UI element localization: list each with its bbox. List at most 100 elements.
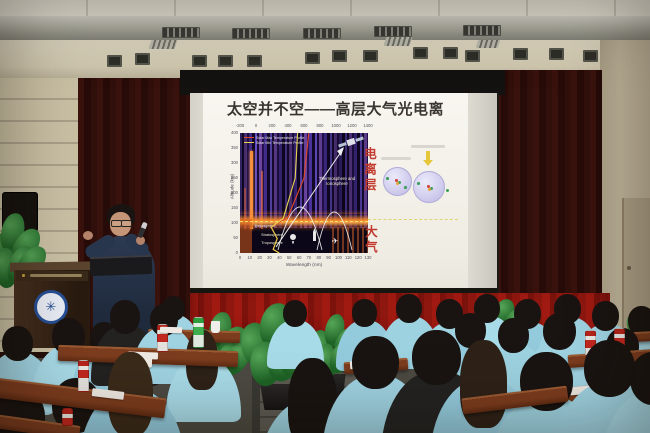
y-axis-tick: 400 (231, 130, 238, 135)
x-axis-tick: 90 (326, 255, 331, 260)
audience-head (110, 300, 140, 334)
papers (159, 326, 183, 334)
podium-gold-emblem-icon (22, 274, 25, 277)
recessed-light-icon (135, 53, 150, 65)
y-axis-tick: 200 (231, 190, 238, 195)
potted-plant (234, 301, 324, 410)
x-axis-tick: 10 (247, 255, 253, 260)
region-label: Troposphere (261, 241, 283, 245)
electron-dot (404, 186, 407, 189)
legend-entry: Solar Min Temperature Profile (244, 140, 304, 145)
recessed-light-icon (218, 55, 233, 67)
faint-caption (381, 157, 411, 160)
angled-vent-icon (475, 40, 501, 48)
spectrum-lower-right (332, 227, 368, 253)
x-axis-tick: 100 (335, 255, 342, 260)
rocket-icon (313, 228, 316, 241)
satellite-arrow (275, 148, 344, 248)
audience-member (600, 352, 650, 433)
recessed-light-icon (363, 50, 378, 62)
x-axis-tick: 70 (306, 255, 312, 260)
legend-swatch-solar-min (244, 141, 254, 144)
nucleus-dot (395, 179, 398, 182)
recessed-light-icon (107, 55, 122, 67)
region-label: Stratosphere (261, 233, 283, 237)
ionized-atom-icon (413, 171, 445, 203)
presenter-face (110, 212, 131, 236)
top-axis-ticks: -200 0 200 400 600 800 1000 1200 1400 (228, 122, 378, 130)
top-axis-tick: 1200 (347, 123, 357, 128)
podium-header-text-blur (30, 274, 82, 277)
reference-line-100km (240, 221, 368, 222)
recessed-light-icon (305, 52, 320, 64)
angled-vent-icon (148, 40, 178, 49)
y-axis-tick: 150 (231, 205, 238, 210)
presenter-fist (83, 231, 93, 240)
audience-head (352, 336, 399, 389)
nucleus-dot (428, 188, 431, 191)
air-vent-icon (232, 28, 270, 39)
emission-line (261, 171, 263, 229)
audience-head (592, 301, 619, 331)
top-axis-tick: 400 (284, 123, 292, 128)
x-axis-tick: 60 (296, 255, 302, 260)
nucleus-dot (396, 182, 399, 185)
legend-label: Solar Min Temperature Profile (256, 140, 304, 145)
nucleus-dot (398, 181, 401, 184)
top-axis-tick: 800 (316, 123, 324, 128)
audience-head (630, 352, 650, 405)
photon-arrow-icon (426, 151, 430, 160)
plant-pot (260, 384, 292, 410)
chart-legend: Solar Max Temperature Profile Solar Min … (244, 135, 304, 145)
emission-line (244, 188, 246, 229)
recessed-light-icon (513, 48, 528, 60)
y-axis-tick: 350 (231, 145, 238, 150)
x-axis-tick: 120 (354, 255, 362, 260)
x-axis-tick: 40 (277, 255, 282, 260)
neutral-atom-icon (383, 167, 412, 196)
x-axis-tick: 50 (286, 255, 292, 260)
slide-title: 太空并不空——高层大气光电离 (226, 101, 444, 118)
faint-caption (411, 145, 445, 148)
x-axis-tick: 20 (257, 255, 263, 260)
x-axis-tick: 110 (344, 255, 352, 260)
glasses-icon (121, 220, 132, 227)
air-vent-icon (463, 25, 501, 36)
presenter-hand (136, 236, 145, 245)
x-axis-tick: 30 (267, 255, 272, 260)
screen-housing (180, 70, 505, 95)
presentation-slide: 太空并不空——高层大气光电离 -200 0 200 400 600 800 1000 1200… (203, 93, 468, 288)
spectrum-lower-left (240, 219, 252, 253)
balloon-icon (290, 234, 296, 244)
audience-head (584, 340, 635, 397)
recessed-light-icon (247, 55, 262, 67)
y-axis-ticks: 400 350 300 250 200 150 100 50 0 (228, 122, 239, 262)
absorption-band-100km (240, 214, 368, 227)
legend-label: Solar Max Temperature Profile (256, 135, 305, 140)
y-axis-tick: 300 (231, 160, 238, 165)
atmosphere-chart: -200 0 200 400 600 800 1000 1200 1400 Altitude (… (228, 122, 378, 272)
x-axis-tick: 130 (364, 255, 372, 260)
audience-head (396, 294, 422, 323)
emblem-glyph: ✳ (45, 299, 57, 314)
top-axis-tick: -200 (235, 123, 245, 128)
recessed-light-icon (192, 55, 207, 67)
audience-head (412, 330, 461, 385)
paper-cup (211, 321, 220, 333)
region-labels: Thermosphere and Ionosphere Mesosphere Str… (240, 133, 368, 253)
audience-head (283, 300, 307, 327)
region-label: Thermosphere and Ionosphere (318, 176, 356, 186)
legend-entry: Solar Max Temperature Profile (244, 135, 304, 140)
water-bottle (62, 408, 73, 426)
chart-overlay-svg: ✈ (270, 133, 364, 253)
top-axis-tick: 1400 (363, 123, 373, 128)
satellite-arrowhead (337, 147, 344, 156)
satellite-icon (338, 136, 364, 148)
top-axis-tick: 1000 (331, 123, 341, 128)
ejected-electron-dot (446, 189, 449, 192)
angled-vent-icon (383, 37, 413, 46)
audience-head (498, 318, 529, 353)
temperature-profile-line (270, 133, 299, 253)
audience-head (628, 306, 650, 336)
